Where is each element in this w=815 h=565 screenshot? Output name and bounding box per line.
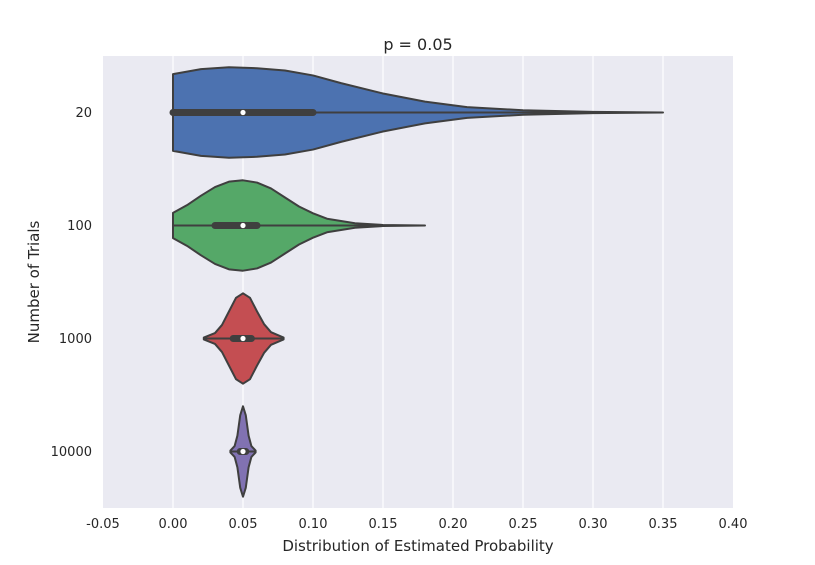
x-tick-label: 0.40 bbox=[719, 517, 748, 532]
median-point-1000 bbox=[240, 335, 246, 342]
median-point-20 bbox=[240, 109, 246, 116]
x-tick-label: 0.35 bbox=[649, 517, 678, 532]
chart-title: p = 0.05 bbox=[383, 35, 452, 54]
x-tick-labels: -0.05 0.00 0.05 0.10 0.15 0.20 0.25 0.30 0.35 0.4… bbox=[86, 517, 747, 532]
x-tick-label: 0.20 bbox=[439, 517, 468, 532]
x-axis-label: Distribution of Estimated Probability bbox=[282, 537, 553, 555]
x-tick-label: 0.25 bbox=[509, 517, 538, 532]
median-point-100 bbox=[240, 222, 246, 229]
y-tick-label: 1000 bbox=[59, 332, 92, 347]
x-tick-label: 0.15 bbox=[369, 517, 398, 532]
x-tick-label: 0.30 bbox=[579, 517, 608, 532]
y-tick-label: 20 bbox=[75, 106, 92, 121]
y-tick-label: 100 bbox=[67, 219, 92, 234]
y-axis-label: Number of Trials bbox=[25, 220, 43, 343]
x-tick-label: 0.05 bbox=[229, 517, 258, 532]
y-tick-label: 10000 bbox=[51, 445, 92, 460]
violins bbox=[169, 66, 664, 498]
y-tick-labels: 20 100 1000 10000 bbox=[51, 106, 92, 460]
x-tick-label: -0.05 bbox=[86, 517, 120, 532]
median-point-10000 bbox=[240, 448, 246, 455]
x-tick-label: 0.00 bbox=[159, 517, 188, 532]
x-tick-label: 0.10 bbox=[299, 517, 328, 532]
